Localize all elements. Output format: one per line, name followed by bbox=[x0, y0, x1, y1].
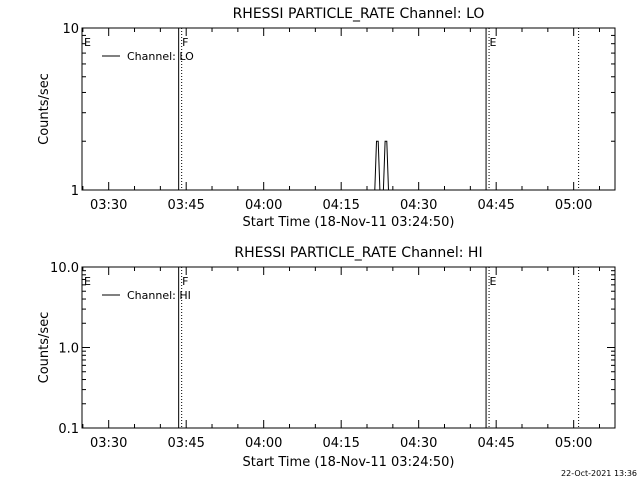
x-tick-label: 04:30 bbox=[400, 436, 437, 451]
data-series-line bbox=[374, 140, 389, 191]
legend-label: Channel: HI bbox=[127, 289, 191, 302]
x-tick-label: 03:30 bbox=[90, 436, 127, 451]
plot-frame bbox=[81, 27, 616, 191]
x-axis-label: Start Time (18-Nov-11 03:24:50) bbox=[243, 215, 455, 230]
x-tick-label: 04:15 bbox=[322, 198, 359, 213]
x-tick-label: 03:30 bbox=[90, 198, 127, 213]
event-marker-label: E bbox=[490, 36, 497, 49]
x-tick-label: 05:00 bbox=[555, 198, 592, 213]
event-marker-label: F bbox=[182, 36, 188, 49]
x-tick-label: 04:00 bbox=[245, 198, 282, 213]
x-tick-label: 03:45 bbox=[167, 198, 204, 213]
y-axis-label: Counts/sec bbox=[37, 73, 52, 145]
y-tick-label: 1 bbox=[71, 184, 79, 199]
x-tick-label: 05:00 bbox=[555, 436, 592, 451]
y-tick-label: 1.0 bbox=[58, 342, 79, 357]
x-tick-label: 04:45 bbox=[477, 198, 514, 213]
chart-title: RHESSI PARTICLE_RATE Channel: HI bbox=[234, 245, 482, 261]
event-marker-label: E bbox=[84, 275, 91, 288]
y-tick-label: 10.0 bbox=[50, 261, 79, 276]
y-axis-label: Counts/sec bbox=[37, 312, 52, 384]
footer-timestamp: 22-Oct-2021 13:36 bbox=[561, 469, 637, 478]
x-tick-label: 03:45 bbox=[167, 436, 204, 451]
x-tick-label: 04:00 bbox=[245, 436, 282, 451]
x-axis-label: Start Time (18-Nov-11 03:24:50) bbox=[243, 455, 455, 470]
x-tick-label: 04:45 bbox=[477, 436, 514, 451]
legend-label: Channel: LO bbox=[127, 50, 194, 63]
event-marker-label: F bbox=[182, 275, 188, 288]
event-marker-label: E bbox=[490, 275, 497, 288]
y-tick-label: 10 bbox=[62, 22, 79, 37]
x-tick-label: 04:15 bbox=[322, 436, 359, 451]
x-tick-label: 04:30 bbox=[400, 198, 437, 213]
y-tick-label: 0.1 bbox=[58, 422, 79, 437]
chart-panel-1: RHESSI PARTICLE_RATE Channel: HI 03:30 03:… bbox=[37, 245, 616, 470]
chart-title: RHESSI PARTICLE_RATE Channel: LO bbox=[233, 6, 485, 22]
chart-panel-0: RHESSI PARTICLE_RATE Channel: LO 03:30 03:… bbox=[37, 6, 616, 230]
event-marker-label: E bbox=[84, 36, 91, 49]
